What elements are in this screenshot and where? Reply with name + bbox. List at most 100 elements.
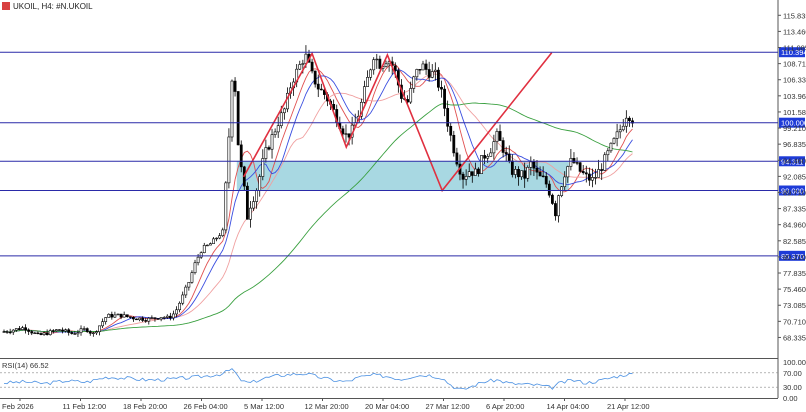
candle-body: [279, 112, 283, 127]
candle-body: [384, 63, 388, 67]
candle-body: [76, 332, 80, 335]
candle-body: [18, 328, 21, 330]
candle-body: [495, 131, 499, 142]
candle-body: [612, 138, 616, 144]
candle-body: [341, 128, 345, 135]
candle-body: [101, 321, 104, 327]
candle-body: [378, 58, 382, 69]
time-tick-label: 11 Feb 12:00: [63, 402, 107, 411]
candle-body: [227, 136, 231, 184]
price-tick-label: 108.710: [783, 60, 806, 69]
candle-body: [199, 252, 203, 258]
candle-body: [24, 327, 27, 331]
level-price-tag: [779, 117, 805, 128]
candle-body: [437, 69, 440, 88]
rsi-tick-label: 30.00: [783, 383, 802, 392]
candle-body: [95, 331, 98, 334]
candle-body: [547, 183, 551, 196]
candle-body: [82, 328, 86, 330]
candle-body: [33, 332, 37, 335]
candle-body: [21, 327, 24, 330]
candle-body: [79, 328, 83, 333]
candle-body: [470, 171, 474, 176]
rsi-tick-label: 0.00: [783, 394, 798, 403]
candle-body: [11, 329, 15, 333]
time-tick-label: 14 Apr 04:00: [547, 402, 590, 411]
candle-body: [572, 158, 576, 163]
pattern-trendline[interactable]: [242, 51, 553, 193]
candle-body: [156, 318, 160, 320]
candle-body: [138, 317, 141, 321]
candle-body: [70, 332, 74, 334]
candle-body: [212, 238, 215, 244]
price-tick-label: 101.585: [783, 108, 806, 117]
candle-body: [209, 243, 212, 246]
candle-body: [486, 156, 490, 159]
candle-body: [517, 169, 520, 178]
candle-body: [618, 129, 622, 133]
level-price-label: 80.370: [781, 252, 804, 261]
candle-body: [2, 331, 6, 333]
candle-body: [88, 331, 92, 334]
candle-body: [91, 332, 95, 334]
candle-body: [409, 88, 413, 103]
price-tick-label: 94.460: [783, 156, 806, 165]
candle-body: [504, 152, 508, 155]
candle-body: [236, 91, 240, 146]
candle-body: [230, 80, 234, 138]
candle-body: [587, 173, 591, 181]
candle-body: [159, 317, 163, 320]
candle-body: [218, 235, 222, 239]
time-tick-label: 6 Apr 20:00: [486, 402, 524, 411]
candle-body: [36, 332, 40, 335]
candle-body: [181, 294, 185, 304]
candle-body: [455, 152, 459, 165]
price-tick-label: 70.710: [783, 317, 806, 326]
time-tick-label: 27 Mar 12:00: [426, 402, 470, 411]
price-tick-label: 99.210: [783, 124, 806, 133]
candle-body: [282, 108, 286, 114]
candle-body: [8, 331, 12, 334]
candle-body: [433, 69, 437, 72]
candle-body: [310, 61, 314, 72]
candle-body: [591, 177, 594, 181]
candle-body: [98, 325, 101, 333]
candle-body: [264, 147, 268, 159]
candle-body: [144, 320, 148, 322]
candle-body: [393, 65, 397, 71]
candle-body: [113, 314, 117, 318]
candle-body: [85, 328, 89, 332]
candle-body: [449, 125, 453, 136]
candle-body: [366, 77, 369, 87]
candle-body: [141, 317, 145, 321]
candle-body: [563, 176, 567, 188]
candle-body: [363, 86, 366, 103]
candle-body: [483, 155, 487, 159]
candle-body: [67, 329, 71, 333]
candle-body: [560, 186, 564, 196]
candle-body: [258, 176, 262, 191]
candle-body: [202, 245, 206, 253]
candle-body: [172, 313, 175, 319]
candle-body: [125, 314, 129, 317]
candle-body: [557, 195, 560, 217]
candle-body: [54, 329, 58, 332]
time-tick-label: 20 Mar 04:00: [365, 402, 409, 411]
candle-body: [153, 317, 157, 319]
candle-body: [14, 328, 18, 331]
candle-body: [375, 58, 379, 61]
candle-body: [446, 108, 450, 127]
price-tick-label: 75.460: [783, 285, 806, 294]
candle-body: [276, 125, 280, 133]
candle-body: [412, 76, 416, 89]
candle-body: [424, 63, 428, 70]
candle-body: [298, 64, 302, 70]
candle-body: [73, 333, 77, 335]
candle-body: [501, 140, 505, 153]
candle-body: [461, 173, 465, 180]
candle-body: [566, 166, 570, 178]
candle-body: [541, 175, 545, 178]
candle-body: [609, 142, 613, 152]
price-tick-label: 87.335: [783, 205, 806, 214]
